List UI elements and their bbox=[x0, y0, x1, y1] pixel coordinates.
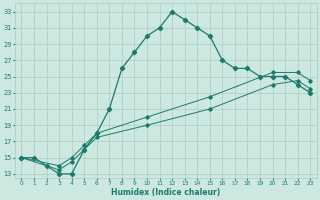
X-axis label: Humidex (Indice chaleur): Humidex (Indice chaleur) bbox=[111, 188, 220, 197]
